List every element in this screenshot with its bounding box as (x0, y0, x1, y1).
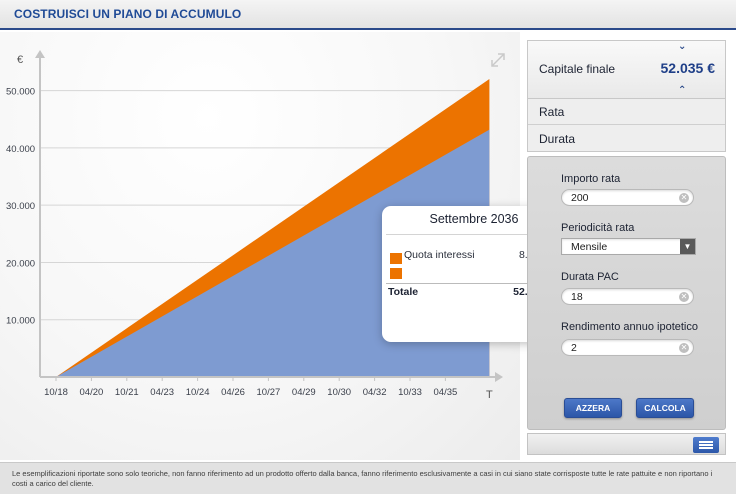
periodicita-value: Mensile (571, 241, 608, 253)
durata-pac-label: Durata PAC (561, 271, 619, 283)
input-form: Importo rata 200 ✕ Periodicità rata Mens… (527, 156, 726, 430)
importo-rata-label: Importo rata (561, 173, 621, 185)
x-axis-arrow (495, 372, 503, 382)
x-tick-labels: 10/18 04/20 10/21 04/23 10/24 04/26 10/27 04/29… (44, 377, 457, 398)
clear-icon[interactable]: ✕ (679, 343, 689, 353)
chevron-up-icon[interactable]: ⌃ (678, 85, 687, 96)
chart-areas (56, 78, 490, 377)
page-title: COSTRUISCI UN PIANO DI ACCUMULO (14, 7, 242, 21)
expand-icon[interactable] (491, 53, 505, 67)
x-tick-label: 04/35 (434, 387, 458, 398)
y-tick-label: 40.000 (6, 144, 35, 155)
clear-icon[interactable]: ✕ (679, 292, 689, 302)
periodicita-select[interactable]: Mensile ▼ (561, 238, 696, 255)
legend-swatch (390, 268, 402, 279)
y-axis-label: € (17, 54, 23, 66)
chart-axes (35, 50, 503, 382)
tooltip-interest-label: Quota interessi (404, 249, 475, 261)
durata-pac-value: 18 (571, 291, 583, 303)
y-tick-label: 30.000 (6, 201, 35, 212)
rendimento-label: Rendimento annuo ipotetico (561, 321, 698, 333)
panel-toolbar (527, 433, 726, 455)
importo-rata-value: 200 (571, 192, 589, 204)
x-tick-label: 04/26 (221, 387, 245, 398)
periodicita-label: Periodicità rata (561, 222, 635, 234)
x-tick-label: 04/23 (150, 387, 174, 398)
x-tick-label: 10/33 (398, 387, 422, 398)
summary-panel: ⌄ Capitale finale 52.035 € ⌃ Rata Durata (527, 40, 726, 152)
app-header: COSTRUISCI UN PIANO DI ACCUMULO (0, 0, 736, 30)
x-tick-label: 10/30 (327, 387, 351, 398)
tooltip-total-label: Totale (388, 286, 419, 298)
tooltip-title: Settembre 2036 (429, 212, 519, 226)
azzera-button[interactable]: AZZERA (564, 398, 622, 418)
y-axis-arrow (35, 50, 45, 58)
disclaimer-text: Le esemplificazioni riportate sono solo … (12, 469, 713, 488)
capitale-finale-value: 52.035 € (660, 60, 716, 76)
durata-label: Durata (539, 132, 576, 146)
y-tick-labels: 10.000 20.000 30.000 40.000 50.000 (6, 87, 35, 327)
x-tick-label: 04/32 (363, 387, 387, 398)
accumulation-chart[interactable]: 10.000 20.000 30.000 40.000 50.000 10/18 04/2… (0, 32, 520, 460)
x-tick-label: 10/21 (115, 387, 139, 398)
x-tick-label: 10/27 (257, 387, 281, 398)
x-tick-label: 04/20 (80, 387, 104, 398)
x-axis-label: T (486, 389, 493, 401)
calcola-button[interactable]: CALCOLA (636, 398, 694, 418)
principal-area (56, 129, 490, 377)
y-tick-label: 10.000 (6, 316, 35, 327)
x-tick-label: 04/29 (292, 387, 316, 398)
importo-rata-input[interactable]: 200 ✕ (561, 189, 694, 206)
durata-pac-input[interactable]: 18 ✕ (561, 288, 694, 305)
menu-icon[interactable] (693, 437, 719, 453)
durata-row[interactable]: Durata (528, 126, 725, 152)
rata-row[interactable]: Rata (528, 99, 725, 125)
rendimento-value: 2 (571, 342, 577, 354)
interest-legend-swatch (390, 253, 402, 264)
footer: Le esemplificazioni riportate sono solo … (0, 462, 736, 494)
rendimento-input[interactable]: 2 ✕ (561, 339, 694, 356)
capitale-finale-box[interactable]: ⌄ Capitale finale 52.035 € ⌃ (528, 41, 725, 99)
chevron-down-icon[interactable]: ⌄ (678, 41, 687, 52)
tooltip-divider (386, 283, 562, 284)
rata-label: Rata (539, 105, 565, 119)
x-tick-label: 10/18 (44, 387, 68, 398)
tooltip-divider (386, 234, 562, 235)
dropdown-arrow-icon[interactable]: ▼ (680, 239, 695, 254)
capitale-finale-label: Capitale finale (539, 62, 616, 76)
y-tick-label: 20.000 (6, 258, 35, 269)
x-tick-label: 10/24 (186, 387, 210, 398)
y-tick-label: 50.000 (6, 87, 35, 98)
clear-icon[interactable]: ✕ (679, 193, 689, 203)
